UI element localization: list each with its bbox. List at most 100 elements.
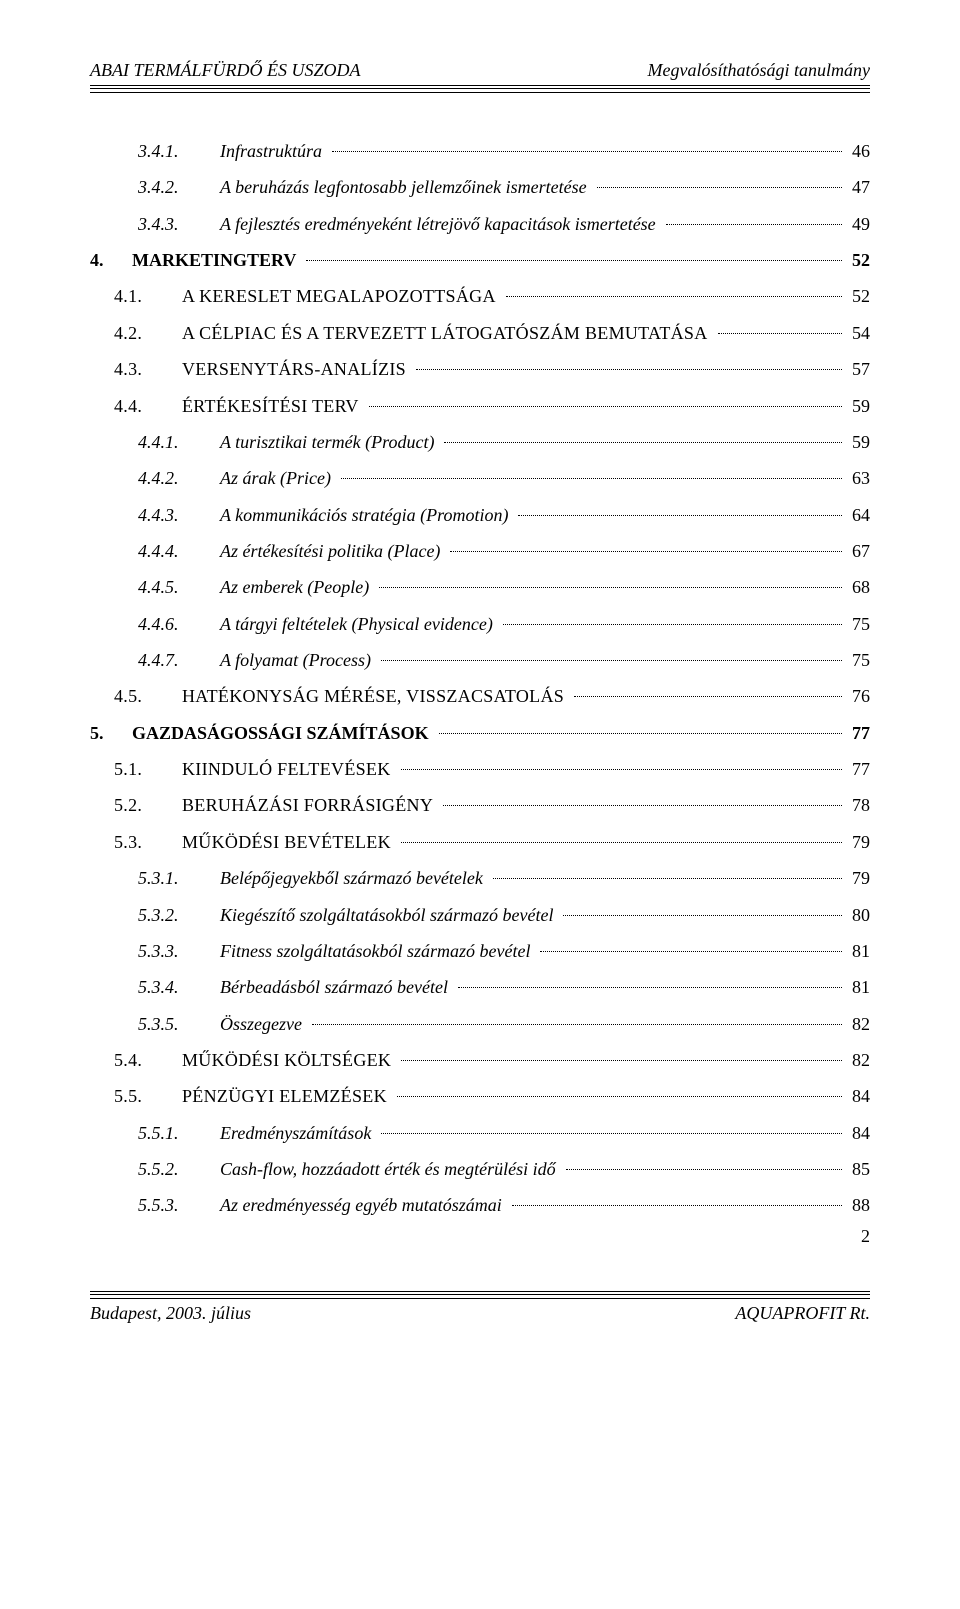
toc-row: 4.4.4.Az értékesítési politika (Place)67 [90, 533, 870, 569]
footer-rule [90, 1291, 870, 1299]
toc-row: 4.4.ÉRTÉKESÍTÉSI TERV59 [90, 388, 870, 424]
toc-page: 79 [846, 824, 870, 860]
toc-number: 5.5.3. [138, 1187, 220, 1223]
toc-number: 5.2. [114, 787, 182, 823]
toc-number: 4.1. [114, 278, 182, 314]
toc-page: 46 [846, 133, 870, 169]
toc-title: A tárgyi feltételek (Physical evidence) [220, 606, 499, 642]
toc-title: Bérbeadásból származó bevétel [220, 969, 454, 1005]
toc-row: 5.3.5.Összegezve82 [90, 1006, 870, 1042]
toc-title: Eredményszámítások [220, 1115, 377, 1151]
toc-leader [401, 841, 842, 843]
toc-page: 75 [846, 642, 870, 678]
toc-title: A kommunikációs stratégia (Promotion) [220, 497, 514, 533]
toc-title: Az eredményesség egyéb mutatószámai [220, 1187, 508, 1223]
toc-row: 4.1.A KERESLET MEGALAPOZOTTSÁGA52 [90, 278, 870, 314]
toc-leader [439, 732, 842, 734]
toc-number: 5. [90, 715, 132, 751]
footer-right: AQUAPROFIT Rt. [735, 1303, 870, 1324]
toc-number: 4.4.4. [138, 533, 220, 569]
toc-leader [443, 804, 842, 806]
toc-number: 4.4.6. [138, 606, 220, 642]
toc-number: 4.4.2. [138, 460, 220, 496]
toc-number: 5.5.1. [138, 1115, 220, 1151]
toc-number: 5.1. [114, 751, 182, 787]
toc-leader [381, 1132, 842, 1134]
toc-leader [718, 332, 842, 334]
toc-row: 5.3.3.Fitness szolgáltatásokból származó… [90, 933, 870, 969]
toc-row: 4.4.3.A kommunikációs stratégia (Promoti… [90, 497, 870, 533]
toc-row: 4.4.5.Az emberek (People)68 [90, 569, 870, 605]
page-number: 2 [90, 1226, 870, 1247]
toc-leader [332, 150, 842, 152]
toc-leader [458, 986, 842, 988]
toc-page: 84 [846, 1115, 870, 1151]
toc-number: 5.3.5. [138, 1006, 220, 1042]
toc-page: 47 [846, 169, 870, 205]
toc-page: 77 [846, 715, 870, 751]
toc-leader [512, 1204, 842, 1206]
toc-number: 4.4.1. [138, 424, 220, 460]
toc-page: 57 [846, 351, 870, 387]
toc-row: 5.5.3.Az eredményesség egyéb mutatószáma… [90, 1187, 870, 1223]
toc-row: 4.4.1.A turisztikai termék (Product) 59 [90, 424, 870, 460]
toc-title: Összegezve [220, 1006, 308, 1042]
toc-page: 75 [846, 606, 870, 642]
toc-title: Infrastruktúra [220, 133, 328, 169]
toc-title: Az árak (Price) [220, 460, 337, 496]
toc-page: 82 [846, 1042, 870, 1078]
toc-page: 84 [846, 1078, 870, 1114]
header-right: Megvalósíthatósági tanulmány [648, 60, 870, 81]
toc-leader [503, 623, 842, 625]
toc-leader [401, 1059, 842, 1061]
toc-row: 5.5.PÉNZÜGYI ELEMZÉSEK84 [90, 1078, 870, 1114]
toc-title: ÉRTÉKESÍTÉSI TERV [182, 388, 365, 424]
toc-number: 5.3.1. [138, 860, 220, 896]
toc-leader [540, 950, 842, 952]
toc-row: 4.4.6.A tárgyi feltételek (Physical evid… [90, 606, 870, 642]
toc-page: 80 [846, 897, 870, 933]
toc-page: 67 [846, 533, 870, 569]
toc-title: A KERESLET MEGALAPOZOTTSÁGA [182, 278, 502, 314]
toc-number: 5.3. [114, 824, 182, 860]
toc-row: 4.2.A CÉLPIAC ÉS A TERVEZETT LÁTOGATÓSZÁ… [90, 315, 870, 351]
toc-title: MARKETINGTERV [132, 242, 302, 278]
toc-page: 59 [846, 388, 870, 424]
toc-page: 76 [846, 678, 870, 714]
toc-row: 4.4.7.A folyamat (Process) 75 [90, 642, 870, 678]
toc-leader [506, 295, 842, 297]
toc-leader [381, 659, 842, 661]
toc-leader [397, 1095, 842, 1097]
toc-number: 4. [90, 242, 132, 278]
toc-leader [666, 223, 842, 225]
toc-page: 81 [846, 933, 870, 969]
toc-leader [566, 1168, 842, 1170]
toc-leader [401, 768, 842, 770]
toc-number: 5.5.2. [138, 1151, 220, 1187]
toc-row: 4.3.VERSENYTÁRS-ANALÍZIS 57 [90, 351, 870, 387]
toc-number: 3.4.3. [138, 206, 220, 242]
toc-title: MŰKÖDÉSI BEVÉTELEK [182, 824, 397, 860]
toc-row: 5.1.KIINDULÓ FELTEVÉSEK77 [90, 751, 870, 787]
toc-page: 54 [846, 315, 870, 351]
toc-title: VERSENYTÁRS-ANALÍZIS [182, 351, 412, 387]
toc-row: 5.3.1.Belépőjegyekből származó bevételek… [90, 860, 870, 896]
toc-number: 4.4.5. [138, 569, 220, 605]
header-rule [90, 85, 870, 93]
document-page: ABAI TERMÁLFÜRDŐ ÉS USZODA Megvalósíthat… [0, 0, 960, 1609]
toc-page: 78 [846, 787, 870, 823]
toc-number: 4.3. [114, 351, 182, 387]
toc-row: 5.3.MŰKÖDÉSI BEVÉTELEK 79 [90, 824, 870, 860]
toc-number: 4.4.7. [138, 642, 220, 678]
page-header: ABAI TERMÁLFÜRDŐ ÉS USZODA Megvalósíthat… [90, 60, 870, 83]
toc-title: Az emberek (People) [220, 569, 375, 605]
toc-number: 5.3.4. [138, 969, 220, 1005]
table-of-contents: 3.4.1.Infrastruktúra463.4.2.A beruházás … [90, 133, 870, 1224]
toc-leader [341, 477, 842, 479]
toc-title: A folyamat (Process) [220, 642, 377, 678]
toc-leader [574, 695, 842, 697]
toc-page: 59 [846, 424, 870, 460]
toc-row: 4.5.HATÉKONYSÁG MÉRÉSE, VISSZACSATOLÁS76 [90, 678, 870, 714]
toc-title: A turisztikai termék (Product) [220, 424, 440, 460]
toc-title: KIINDULÓ FELTEVÉSEK [182, 751, 397, 787]
